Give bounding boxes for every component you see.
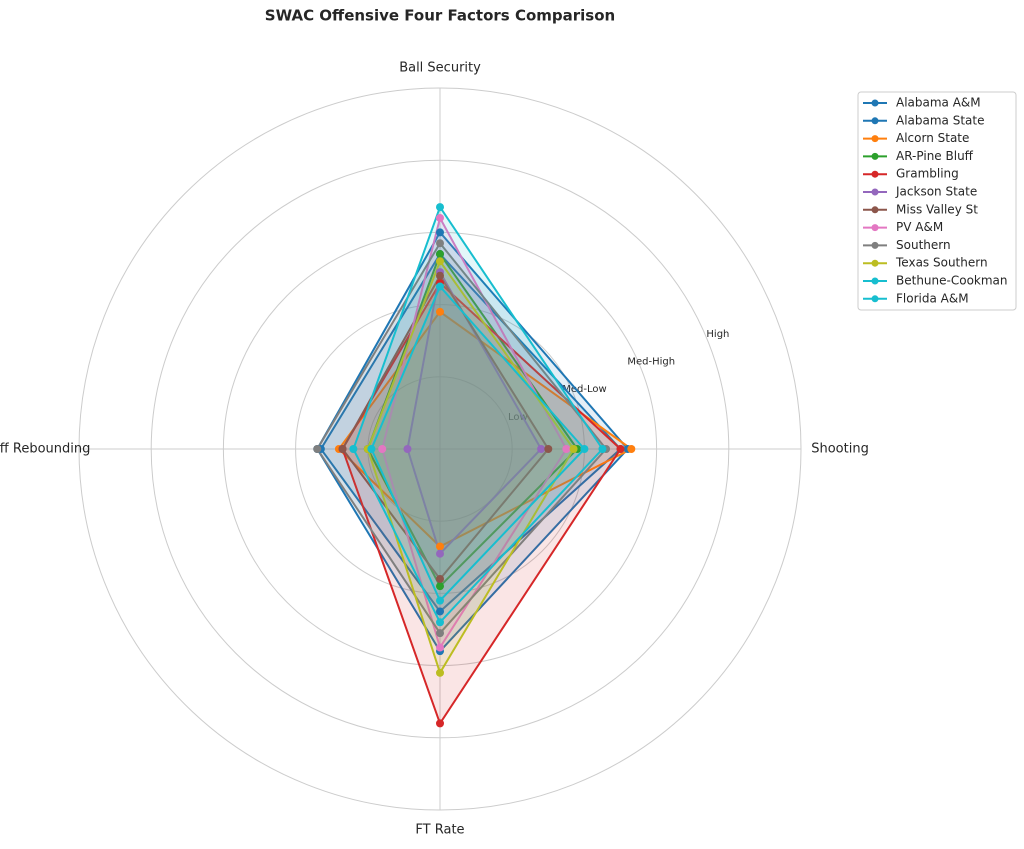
point: [378, 445, 387, 453]
legend-label: AR-Pine Bluff: [896, 149, 974, 163]
point: [436, 228, 444, 237]
legend-label: Texas Southern: [895, 256, 988, 270]
point: [436, 596, 444, 605]
legend-marker: [871, 241, 879, 249]
point: [367, 445, 376, 453]
point: [436, 307, 444, 316]
legend-marker: [871, 117, 879, 125]
point: [338, 445, 347, 453]
legend-marker: [871, 295, 879, 303]
point: [569, 445, 578, 453]
point: [436, 213, 444, 222]
point: [436, 618, 444, 627]
legend-label: Florida A&M: [896, 291, 969, 305]
point: [544, 445, 553, 453]
point: [403, 445, 412, 453]
axis-label: Shooting: [811, 442, 869, 457]
point: [436, 257, 444, 266]
axis-label: FT Rate: [415, 823, 464, 838]
legend-label: Alabama A&M: [896, 96, 981, 110]
point: [436, 542, 444, 551]
legend-label: Miss Valley St: [896, 202, 978, 216]
legend-label: PV A&M: [896, 220, 943, 234]
point: [436, 607, 444, 616]
legend-marker: [871, 152, 879, 160]
chart-title: SWAC Offensive Four Factors Comparison: [265, 7, 615, 25]
axis-label: Ball Security: [399, 61, 481, 76]
legend-marker: [871, 259, 879, 267]
point: [627, 445, 636, 453]
radial-tick-label: Low: [508, 412, 528, 423]
point: [436, 271, 444, 280]
point: [598, 445, 607, 453]
legend-box: [857, 91, 1017, 311]
legend-marker: [871, 170, 879, 178]
legend-label: Southern: [896, 238, 951, 252]
point: [436, 239, 444, 248]
point: [436, 203, 444, 212]
legend-marker: [871, 224, 879, 232]
point: [436, 719, 444, 728]
point: [436, 582, 444, 591]
point: [436, 250, 444, 259]
legend-label: Alabama State: [896, 113, 985, 127]
legend-marker: [871, 206, 879, 214]
legend-label: Grambling: [896, 167, 959, 181]
point: [436, 668, 444, 677]
legend-marker: [871, 99, 879, 107]
radial-tick-label: Med-Low: [562, 384, 606, 395]
point: [537, 445, 546, 453]
legend-label: Alcorn State: [896, 131, 969, 145]
point: [436, 643, 444, 652]
point: [580, 445, 589, 453]
point: [313, 445, 322, 453]
axis-label: Off Rebounding: [0, 442, 90, 457]
point: [436, 549, 444, 558]
point: [562, 445, 571, 453]
point: [349, 445, 358, 453]
radial-tick-label: Med-High: [627, 357, 675, 368]
point: [436, 574, 444, 583]
point: [436, 282, 444, 291]
legend-marker: [871, 135, 879, 143]
radial-tick-label: High: [706, 329, 729, 340]
point: [436, 629, 444, 638]
legend-marker: [871, 188, 879, 196]
legend-label: Bethune-Cookman: [896, 274, 1008, 288]
legend-label: Jackson State: [895, 185, 977, 199]
legend-marker: [871, 277, 879, 285]
point: [616, 445, 625, 453]
